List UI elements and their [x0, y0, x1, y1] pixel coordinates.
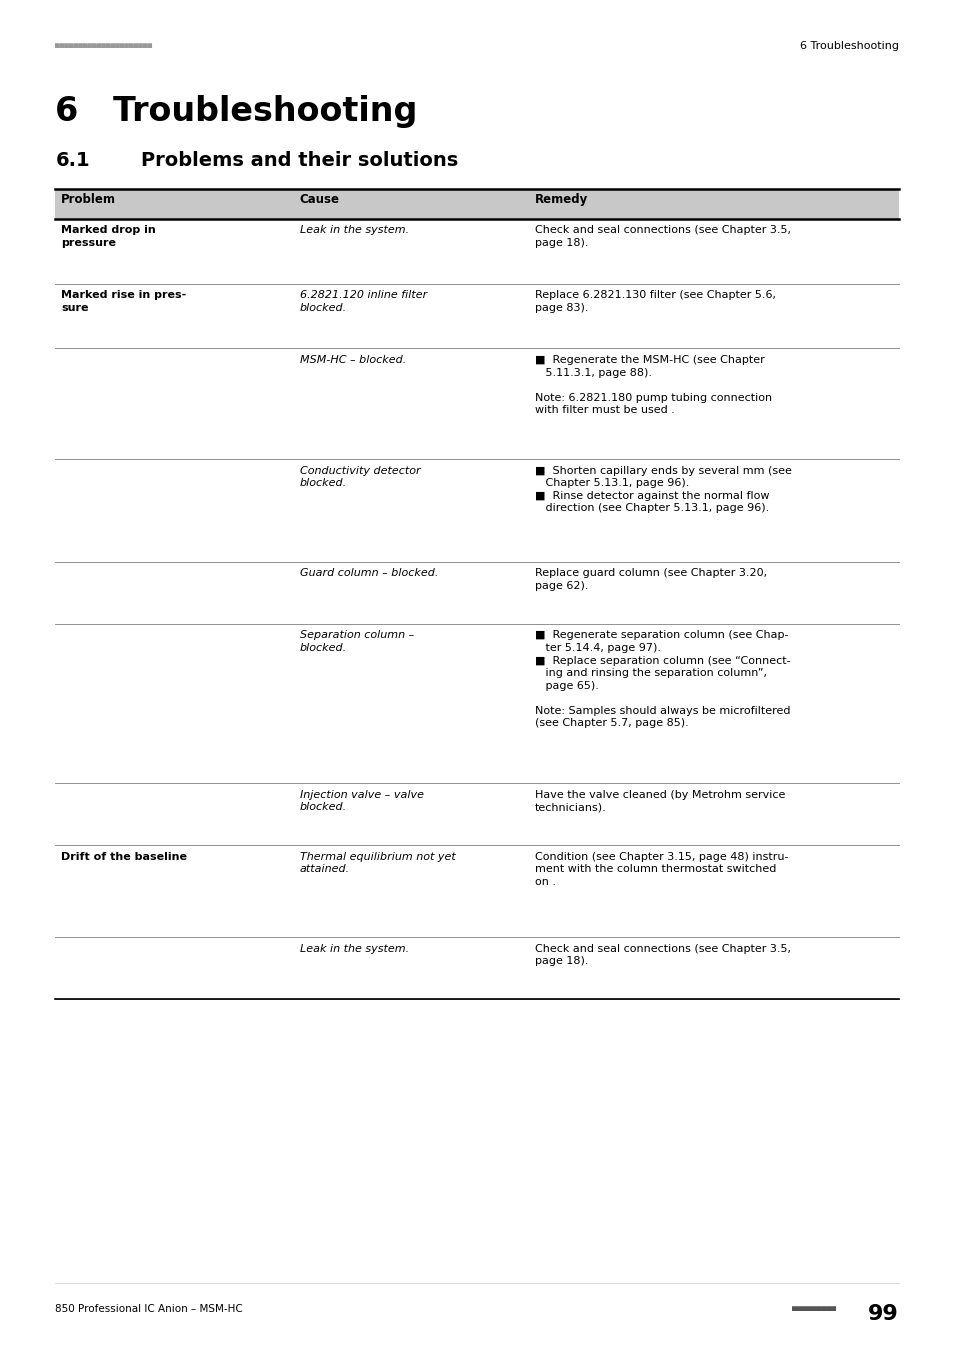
Text: Replace guard column (see Chapter 3.20,
page 62).: Replace guard column (see Chapter 3.20, …	[535, 568, 766, 591]
Text: Condition (see Chapter 3.15, page 48) instru-
ment with the column thermostat sw: Condition (see Chapter 3.15, page 48) in…	[535, 852, 788, 887]
Text: MSM-HC – blocked.: MSM-HC – blocked.	[299, 355, 405, 364]
Text: Have the valve cleaned (by Metrohm service
technicians).: Have the valve cleaned (by Metrohm servi…	[535, 790, 784, 813]
Text: Drift of the baseline: Drift of the baseline	[61, 852, 187, 861]
Text: ■■■■■■■■■■■■■■■■■■■■■: ■■■■■■■■■■■■■■■■■■■■■	[55, 42, 152, 50]
Text: 99: 99	[867, 1304, 898, 1324]
Text: 6 Troubleshooting: 6 Troubleshooting	[799, 40, 898, 51]
Text: ■  Shorten capillary ends by several mm (see
   Chapter 5.13.1, page 96).
■  Rin: ■ Shorten capillary ends by several mm (…	[535, 466, 791, 513]
Text: 6   Troubleshooting: 6 Troubleshooting	[55, 95, 417, 127]
Text: ■  Regenerate the MSM-HC (see Chapter
   5.11.3.1, page 88).

Note: 6.2821.180 p: ■ Regenerate the MSM-HC (see Chapter 5.1…	[535, 355, 772, 416]
Text: ■■■■■■■■■: ■■■■■■■■■	[791, 1304, 836, 1314]
Text: Separation column –
blocked.: Separation column – blocked.	[299, 630, 414, 653]
Text: Conductivity detector
blocked.: Conductivity detector blocked.	[299, 466, 419, 489]
Text: Check and seal connections (see Chapter 3.5,
page 18).: Check and seal connections (see Chapter …	[535, 944, 790, 967]
Text: ■  Regenerate separation column (see Chap-
   ter 5.14.4, page 97).
■  Replace s: ■ Regenerate separation column (see Chap…	[535, 630, 790, 729]
Text: Remedy: Remedy	[535, 193, 588, 207]
Text: Guard column – blocked.: Guard column – blocked.	[299, 568, 437, 578]
Text: Replace 6.2821.130 filter (see Chapter 5.6,
page 83).: Replace 6.2821.130 filter (see Chapter 5…	[535, 290, 776, 313]
Text: Problem: Problem	[61, 193, 116, 207]
Bar	[55, 189, 898, 219]
Text: 6.1: 6.1	[55, 151, 90, 170]
Text: Check and seal connections (see Chapter 3.5,
page 18).: Check and seal connections (see Chapter …	[535, 225, 790, 248]
Text: Marked rise in pres-
sure: Marked rise in pres- sure	[61, 290, 186, 313]
Text: 850 Professional IC Anion – MSM-HC: 850 Professional IC Anion – MSM-HC	[55, 1304, 243, 1314]
Text: Leak in the system.: Leak in the system.	[299, 944, 408, 953]
Text: Cause: Cause	[299, 193, 339, 207]
Text: Problems and their solutions: Problems and their solutions	[141, 151, 458, 170]
Text: Leak in the system.: Leak in the system.	[299, 225, 408, 235]
Text: 6.2821.120 inline filter
blocked.: 6.2821.120 inline filter blocked.	[299, 290, 426, 313]
Text: Injection valve – valve
blocked.: Injection valve – valve blocked.	[299, 790, 423, 813]
Text: Thermal equilibrium not yet
attained.: Thermal equilibrium not yet attained.	[299, 852, 455, 875]
Text: Marked drop in
pressure: Marked drop in pressure	[61, 225, 155, 248]
